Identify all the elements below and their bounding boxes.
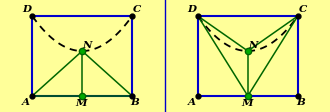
Text: N: N — [82, 41, 92, 50]
Text: A: A — [22, 98, 30, 107]
Text: D: D — [187, 5, 196, 14]
Text: N: N — [248, 41, 257, 50]
Text: D: D — [22, 5, 31, 14]
Text: B: B — [131, 98, 140, 107]
Text: C: C — [299, 5, 307, 14]
Text: B: B — [296, 98, 305, 107]
Text: M: M — [76, 99, 87, 108]
Text: M: M — [241, 99, 252, 108]
Text: C: C — [133, 5, 141, 14]
Text: A: A — [188, 98, 196, 107]
